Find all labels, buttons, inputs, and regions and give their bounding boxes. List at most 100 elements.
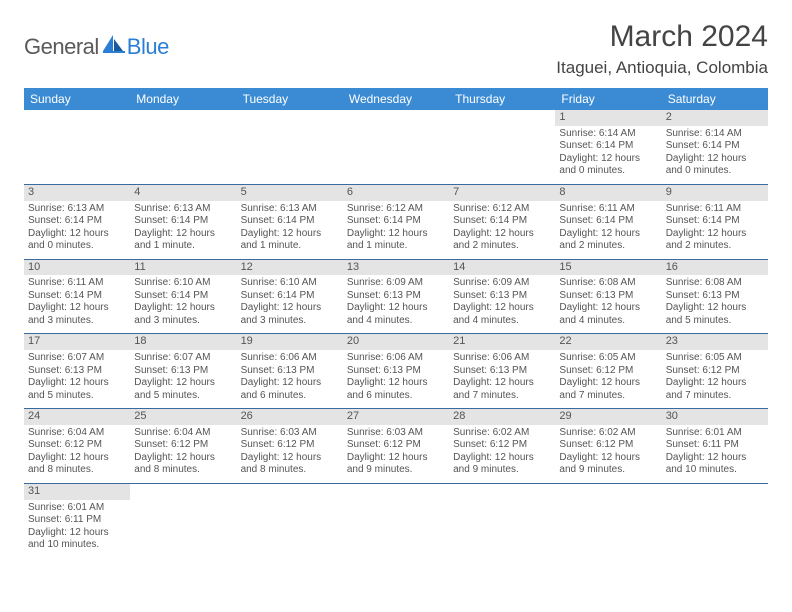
calendar-cell: 15Sunrise: 6:08 AMSunset: 6:13 PMDayligh…	[555, 259, 661, 334]
calendar-cell: 6Sunrise: 6:12 AMSunset: 6:14 PMDaylight…	[343, 184, 449, 259]
calendar-cell	[130, 110, 236, 184]
day-number: 19	[237, 334, 343, 350]
calendar-cell: 12Sunrise: 6:10 AMSunset: 6:14 PMDayligh…	[237, 259, 343, 334]
day-info: Sunrise: 6:05 AMSunset: 6:12 PMDaylight:…	[666, 352, 764, 402]
calendar-cell: 1 Sunrise: 6:14 AMSunset: 6:14 PMDaylight…	[555, 110, 661, 184]
day-number: 30	[662, 409, 768, 425]
logo-text-blue: Blue	[127, 34, 169, 60]
calendar-cell: 10Sunrise: 6:11 AMSunset: 6:14 PMDayligh…	[24, 259, 130, 334]
calendar-cell: 26 Sunrise: 6:03 AMSunset: 6:12 PMDayligh…	[237, 409, 343, 484]
calendar-cell	[449, 110, 555, 184]
day-number: 8	[555, 185, 661, 201]
title-block: March 2024 Itaguei, Antioquia, Colombia	[556, 20, 768, 78]
day-number: 29	[555, 409, 661, 425]
calendar-cell: 23Sunrise: 6:05 AMSunset: 6:12 PMDayligh…	[662, 334, 768, 409]
day-info: Sunrise: 6:13 AMSunset: 6:14 PMDaylight:…	[28, 203, 126, 253]
calendar-cell: 9 Sunrise: 6:11 AMSunset: 6:14 PMDaylight…	[662, 184, 768, 259]
day-header: Saturday	[662, 88, 768, 110]
calendar-cell: 8 Sunrise: 6:11 AMSunset: 6:14 PMDaylight…	[555, 184, 661, 259]
day-number: 12	[237, 260, 343, 276]
day-number: 31	[24, 484, 130, 500]
calendar-cell	[24, 110, 130, 184]
calendar-cell: 20Sunrise: 6:06 AMSunset: 6:13 PMDayligh…	[343, 334, 449, 409]
day-number: 14	[449, 260, 555, 276]
day-number: 28	[449, 409, 555, 425]
calendar-cell	[130, 483, 236, 557]
day-info: Sunrise: 6:08 AMSunset: 6:13 PMDaylight:…	[666, 277, 764, 327]
day-info: Sunrise: 6:05 AMSunset: 6:12 PMDaylight:…	[559, 352, 657, 402]
day-number: 6	[343, 185, 449, 201]
logo: General Blue	[24, 34, 169, 60]
day-info: Sunrise: 6:11 AMSunset: 6:14 PMDaylight:…	[559, 203, 657, 253]
calendar-cell	[237, 483, 343, 557]
day-header: Tuesday	[237, 88, 343, 110]
day-number: 10	[24, 260, 130, 276]
day-info: Sunrise: 6:04 AMSunset: 6:12 PMDaylight:…	[28, 427, 126, 477]
day-number: 2	[662, 110, 768, 126]
day-number: 1	[555, 110, 661, 126]
day-info: Sunrise: 6:06 AMSunset: 6:13 PMDaylight:…	[453, 352, 551, 402]
calendar-cell: 7 Sunrise: 6:12 AMSunset: 6:14 PMDaylight…	[449, 184, 555, 259]
day-number: 5	[237, 185, 343, 201]
header: General Blue March 2024 Itaguei, Antioqu…	[24, 20, 768, 78]
day-number: 3	[24, 185, 130, 201]
calendar-cell: 13Sunrise: 6:09 AMSunset: 6:13 PMDayligh…	[343, 259, 449, 334]
month-title: March 2024	[556, 20, 768, 54]
calendar-cell	[237, 110, 343, 184]
calendar-cell: 19 Sunrise: 6:06 AMSunset: 6:13 PMDayligh…	[237, 334, 343, 409]
day-info: Sunrise: 6:03 AMSunset: 6:12 PMDaylight:…	[241, 427, 339, 477]
day-info: Sunrise: 6:04 AMSunset: 6:12 PMDaylight:…	[134, 427, 232, 477]
day-number: 21	[449, 334, 555, 350]
day-header: Sunday	[24, 88, 130, 110]
day-header: Thursday	[449, 88, 555, 110]
day-info: Sunrise: 6:07 AMSunset: 6:13 PMDaylight:…	[134, 352, 232, 402]
day-number: 24	[24, 409, 130, 425]
calendar-cell	[662, 483, 768, 557]
calendar-cell: 14Sunrise: 6:09 AMSunset: 6:13 PMDayligh…	[449, 259, 555, 334]
calendar-cell: 31Sunrise: 6:01 AMSunset: 6:11 PMDayligh…	[24, 483, 130, 557]
day-number: 22	[555, 334, 661, 350]
day-number: 18	[130, 334, 236, 350]
calendar-cell: 2 Sunrise: 6:14 AMSunset: 6:14 PMDaylight…	[662, 110, 768, 184]
calendar-cell: 18 Sunrise: 6:07 AMSunset: 6:13 PMDayligh…	[130, 334, 236, 409]
day-number: 15	[555, 260, 661, 276]
day-info: Sunrise: 6:06 AMSunset: 6:13 PMDaylight:…	[241, 352, 339, 402]
calendar-cell: 22 Sunrise: 6:05 AMSunset: 6:12 PMDayligh…	[555, 334, 661, 409]
calendar-cell: 30 Sunrise: 6:01 AMSunset: 6:11 PMDayligh…	[662, 409, 768, 484]
day-info: Sunrise: 6:03 AMSunset: 6:12 PMDaylight:…	[347, 427, 445, 477]
calendar-cell	[449, 483, 555, 557]
day-number: 27	[343, 409, 449, 425]
day-info: Sunrise: 6:11 AMSunset: 6:14 PMDaylight:…	[666, 203, 764, 253]
day-number: 7	[449, 185, 555, 201]
day-header: Friday	[555, 88, 661, 110]
calendar-cell: 11Sunrise: 6:10 AMSunset: 6:14 PMDayligh…	[130, 259, 236, 334]
logo-text-general: General	[24, 34, 99, 60]
day-number: 26	[237, 409, 343, 425]
day-number: 4	[130, 185, 236, 201]
day-info: Sunrise: 6:14 AMSunset: 6:14 PMDaylight:…	[666, 128, 764, 178]
day-number: 13	[343, 260, 449, 276]
day-info: Sunrise: 6:14 AMSunset: 6:14 PMDaylight:…	[559, 128, 657, 178]
calendar-cell: 21 Sunrise: 6:06 AMSunset: 6:13 PMDayligh…	[449, 334, 555, 409]
calendar-cell: 27 Sunrise: 6:03 AMSunset: 6:12 PMDayligh…	[343, 409, 449, 484]
calendar-cell: 24 Sunrise: 6:04 AMSunset: 6:12 PMDayligh…	[24, 409, 130, 484]
day-info: Sunrise: 6:01 AMSunset: 6:11 PMDaylight:…	[666, 427, 764, 477]
calendar-cell: 4 Sunrise: 6:13 AMSunset: 6:14 PMDaylight…	[130, 184, 236, 259]
day-header: Wednesday	[343, 88, 449, 110]
day-number: 11	[130, 260, 236, 276]
day-info: Sunrise: 6:07 AMSunset: 6:13 PMDaylight:…	[28, 352, 126, 402]
calendar-cell: 29Sunrise: 6:02 AMSunset: 6:12 PMDayligh…	[555, 409, 661, 484]
day-info: Sunrise: 6:12 AMSunset: 6:14 PMDaylight:…	[453, 203, 551, 253]
calendar-head: SundayMondayTuesdayWednesdayThursdayFrid…	[24, 88, 768, 110]
day-number: 9	[662, 185, 768, 201]
day-info: Sunrise: 6:02 AMSunset: 6:12 PMDaylight:…	[453, 427, 551, 477]
calendar-cell: 25 Sunrise: 6:04 AMSunset: 6:12 PMDayligh…	[130, 409, 236, 484]
calendar-cell	[343, 483, 449, 557]
calendar-cell: 28 Sunrise: 6:02 AMSunset: 6:12 PMDayligh…	[449, 409, 555, 484]
calendar-cell	[555, 483, 661, 557]
day-number: 16	[662, 260, 768, 276]
day-info: Sunrise: 6:13 AMSunset: 6:14 PMDaylight:…	[241, 203, 339, 253]
day-number: 25	[130, 409, 236, 425]
day-info: Sunrise: 6:13 AMSunset: 6:14 PMDaylight:…	[134, 203, 232, 253]
day-info: Sunrise: 6:09 AMSunset: 6:13 PMDaylight:…	[347, 277, 445, 327]
